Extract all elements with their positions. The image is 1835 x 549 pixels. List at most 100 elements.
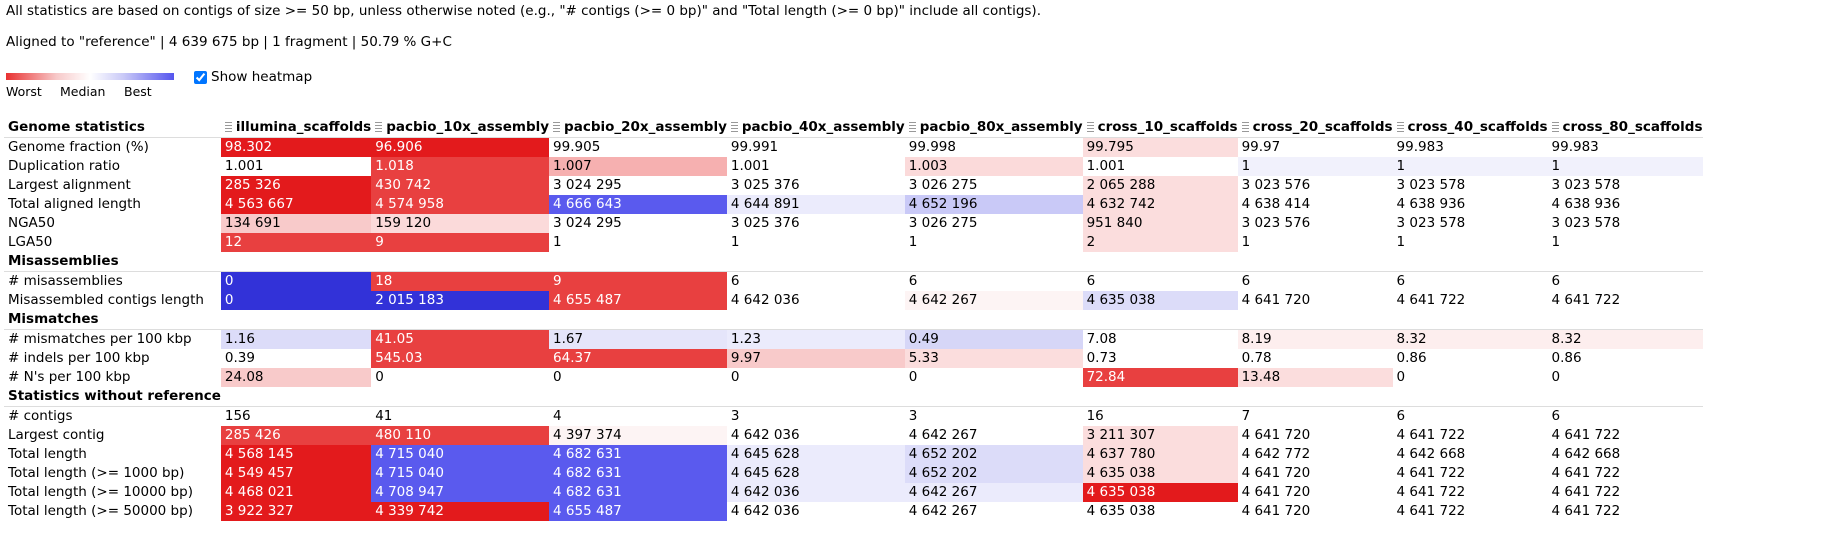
metric-name: Total length (>= 50000 bp): [8, 503, 193, 519]
metric-value: 0: [220, 271, 372, 291]
column-header[interactable]: cross_20_scaffolds: [1237, 118, 1393, 138]
column-header-label: cross_40_scaffolds: [1407, 119, 1548, 135]
heatmap-legend: Worst Median Best: [6, 73, 174, 100]
metric-value: 1: [904, 233, 1083, 252]
metric-value: 4 339 742: [371, 502, 550, 521]
metric-value: 3 023 578: [1392, 214, 1548, 233]
group-spacer: [220, 387, 372, 407]
metric-value: 4 642 036: [726, 291, 905, 310]
column-header[interactable]: pacbio_40x_assembly: [726, 118, 905, 138]
metric-value: 4 682 631: [549, 483, 727, 502]
group-spacer: [1237, 387, 1393, 407]
table-row: LGA50 12 9 1 1 1 2 1 1 1: [4, 233, 1703, 252]
metric-value: 41.05: [371, 329, 550, 349]
metric-value: 0: [1547, 368, 1703, 387]
group-header: Genome statistics illumina_scaffolds pacbi…: [4, 118, 1703, 138]
metric-value: 4 652 202: [904, 464, 1083, 483]
metric-value: 2 015 183: [371, 291, 550, 310]
metric-value: 4 642 036: [726, 483, 905, 502]
metric-value: 4 652 196: [904, 195, 1083, 214]
drag-handle-icon[interactable]: [553, 122, 561, 132]
drag-handle-icon[interactable]: [1086, 122, 1094, 132]
show-heatmap-checkbox[interactable]: [194, 70, 207, 84]
report-note: All statistics are based on contigs of s…: [6, 3, 1041, 19]
group-spacer: [371, 387, 550, 407]
drag-handle-icon[interactable]: [1551, 122, 1559, 132]
metric-value: 1.001: [726, 157, 905, 176]
drag-handle-icon[interactable]: [1396, 122, 1404, 132]
table-row: # misassemblies 0 18 9 6 6 6 6 6 6: [4, 271, 1703, 291]
column-header-label: illumina_scaffolds: [235, 119, 372, 135]
metric-value: 4 563 667: [220, 195, 372, 214]
metric-value: 9: [371, 233, 550, 252]
table-row: Largest alignment 285 326 430 742 3 024 295…: [4, 176, 1703, 195]
group-spacer: [371, 310, 550, 330]
group-spacer: [1547, 387, 1703, 407]
metric-value: 4 682 631: [549, 445, 727, 464]
metric-value: 2: [1082, 233, 1238, 252]
metric-value: 4 638 936: [1392, 195, 1548, 214]
group-spacer: [1392, 310, 1548, 330]
metric-value: 4 397 374: [549, 426, 727, 445]
metric-value: 1.16: [220, 329, 372, 349]
metric-value: 159 120: [371, 214, 550, 233]
column-header[interactable]: cross_10_scaffolds: [1082, 118, 1238, 138]
column-header[interactable]: illumina_scaffolds: [220, 118, 372, 138]
metric-value: 4 642 267: [904, 291, 1083, 310]
column-header[interactable]: pacbio_20x_assembly: [549, 118, 727, 138]
group-spacer: [904, 252, 1083, 272]
metric-value: 4 715 040: [371, 445, 550, 464]
metric-value: 12: [220, 233, 372, 252]
metric-value: 4 645 628: [726, 464, 905, 483]
legend-median: Median: [60, 84, 106, 99]
group-header: Misassemblies: [4, 252, 1703, 272]
metric-value: 285 326: [220, 176, 372, 195]
metric-value: 41: [371, 406, 550, 426]
metric-value: 4 645 628: [726, 445, 905, 464]
group-spacer: [220, 252, 372, 272]
metric-value: 4 708 947: [371, 483, 550, 502]
metric-value: 6: [904, 271, 1083, 291]
column-header-label: cross_80_scaffolds: [1562, 119, 1703, 135]
metric-value: 1: [1547, 157, 1703, 176]
table-row: Total length (>= 10000 bp) 4 468 021 4 708…: [4, 483, 1703, 502]
metric-value: 4 642 668: [1392, 445, 1548, 464]
metric-value: 4 641 720: [1237, 502, 1393, 521]
metric-value: 285 426: [220, 426, 372, 445]
column-header-label: cross_10_scaffolds: [1097, 119, 1238, 135]
metric-value: 6: [726, 271, 905, 291]
column-header[interactable]: cross_40_scaffolds: [1392, 118, 1548, 138]
drag-handle-icon[interactable]: [375, 122, 383, 132]
metric-value: 4 642 267: [904, 426, 1083, 445]
column-header[interactable]: cross_80_scaffolds: [1547, 118, 1703, 138]
metric-value: 4 715 040: [371, 464, 550, 483]
metric-value: 3 023 576: [1237, 176, 1393, 195]
group-title: Mismatches: [4, 310, 221, 330]
metric-value: 1: [1237, 157, 1393, 176]
metric-value: 4: [549, 406, 727, 426]
metric-value: 4 642 036: [726, 502, 905, 521]
legend-worst: Worst: [6, 84, 42, 99]
metric-value: 0.78: [1237, 349, 1393, 368]
group-spacer: [220, 310, 372, 330]
metric-value: 99.998: [904, 137, 1083, 157]
metric-value: 64.37: [549, 349, 727, 368]
metric-value: 99.905: [549, 137, 727, 157]
metric-value: 1.003: [904, 157, 1083, 176]
metric-value: 4 637 780: [1082, 445, 1238, 464]
column-header[interactable]: pacbio_80x_assembly: [904, 118, 1083, 138]
metric-value: 4 666 643: [549, 195, 727, 214]
table-row: Genome fraction (%) 98.302 96.906 99.905 99.…: [4, 137, 1703, 157]
drag-handle-icon[interactable]: [908, 122, 916, 132]
show-heatmap-toggle[interactable]: Show heatmap: [194, 69, 312, 85]
column-header[interactable]: pacbio_10x_assembly: [371, 118, 550, 138]
drag-handle-icon[interactable]: [224, 122, 232, 132]
metric-value: 951 840: [1082, 214, 1238, 233]
drag-handle-icon[interactable]: [1241, 122, 1249, 132]
metric-value: 4 641 722: [1392, 291, 1548, 310]
metric-value: 4 468 021: [220, 483, 372, 502]
table-row: Total aligned length 4 563 667 4 574 958 4 …: [4, 195, 1703, 214]
drag-handle-icon[interactable]: [730, 122, 738, 132]
metric-value: 18: [371, 271, 550, 291]
metric-value: 3 026 275: [904, 176, 1083, 195]
